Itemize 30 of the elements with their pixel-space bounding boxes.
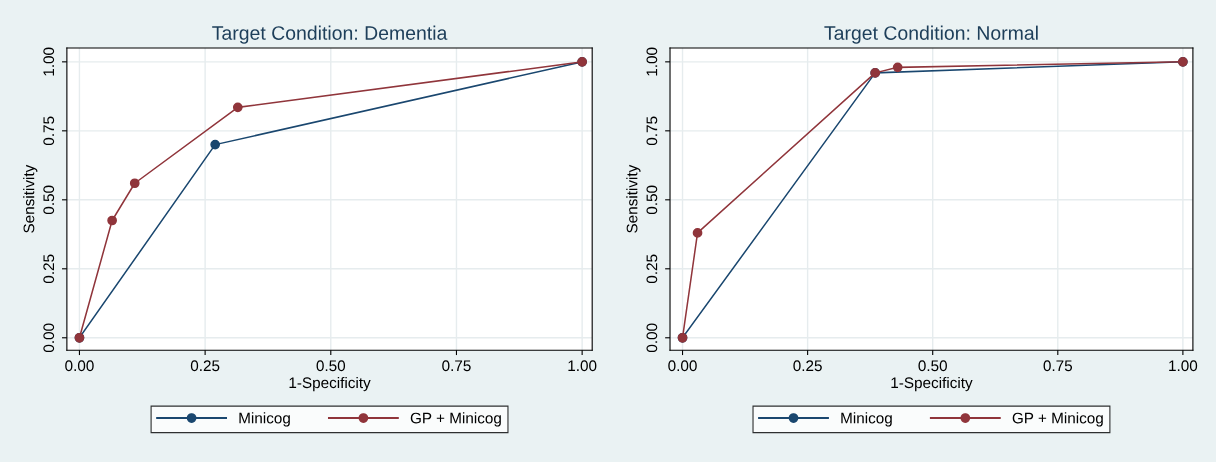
y-tick-label: 0.50 xyxy=(646,185,658,215)
legend-label: Minicog xyxy=(239,412,290,427)
y-tick-label: 0.00 xyxy=(43,323,55,353)
y-tick-label: 1.00 xyxy=(43,47,55,76)
x-tick-label: 1.00 xyxy=(568,360,597,372)
x-tick-label: 0.75 xyxy=(1043,360,1073,372)
y-tick-label: 0.50 xyxy=(43,185,55,215)
legend-label: GP + Minicog xyxy=(410,412,501,427)
y-tick-label: 0.75 xyxy=(43,116,55,146)
x-tick-label: 0.25 xyxy=(793,360,822,372)
legend-label: GP + Minicog xyxy=(1012,412,1103,427)
y-tick-label: 0.75 xyxy=(646,116,658,146)
x-tick-label: 1.00 xyxy=(1169,360,1198,372)
y-axis-title: Sensitivity xyxy=(626,164,641,233)
y-tick-label: 0.00 xyxy=(646,323,658,353)
x-tick-label: 0.00 xyxy=(65,360,94,372)
x-axis-title: 1-Specificity xyxy=(891,376,973,392)
x-tick-label: 0.00 xyxy=(668,360,697,372)
legend-label: Minicog xyxy=(841,412,892,427)
x-tick-label: 0.50 xyxy=(918,360,947,372)
chart-title: Target Condition: Dementia xyxy=(212,25,448,44)
x-tick-label: 0.50 xyxy=(316,360,346,372)
chart-title: Target Condition: Normal xyxy=(824,25,1038,44)
y-axis-title: Sensitivity xyxy=(23,164,38,233)
y-tick-label: 0.25 xyxy=(646,254,658,284)
x-tick-label: 0.75 xyxy=(442,360,471,372)
x-axis-title: 1-Specificity xyxy=(289,376,371,392)
x-tick-label: 0.25 xyxy=(190,360,220,372)
y-tick-label: 0.25 xyxy=(43,254,55,284)
y-tick-label: 1.00 xyxy=(646,47,658,76)
